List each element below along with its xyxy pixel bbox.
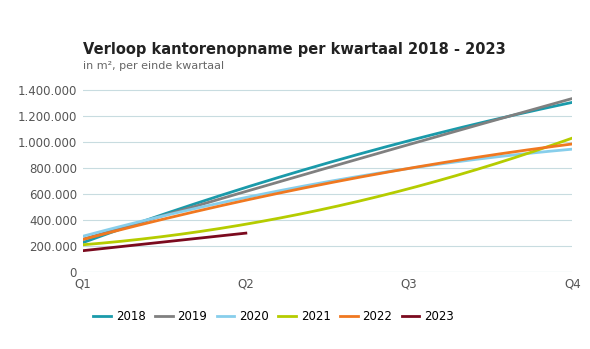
Legend: 2018, 2019, 2020, 2021, 2022, 2023: 2018, 2019, 2020, 2021, 2022, 2023 bbox=[88, 305, 458, 328]
Text: in m², per einde kwartaal: in m², per einde kwartaal bbox=[83, 61, 224, 71]
Text: Verloop kantorenopname per kwartaal 2018 - 2023: Verloop kantorenopname per kwartaal 2018… bbox=[83, 42, 506, 57]
